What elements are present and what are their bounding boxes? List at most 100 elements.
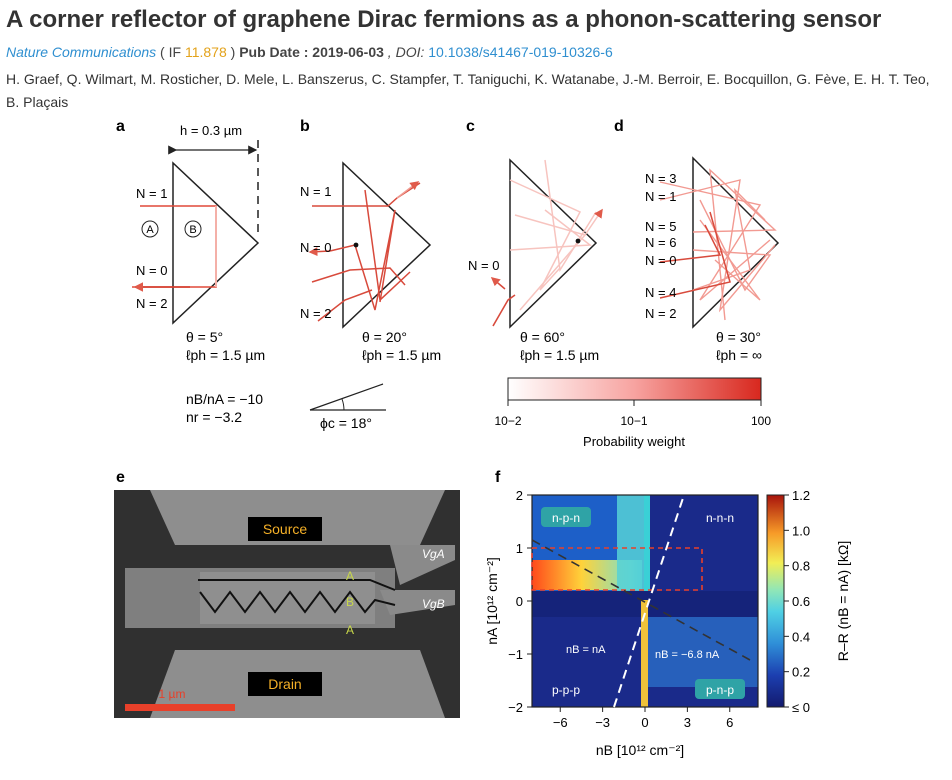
colorbar-ticks: 1.2 1.0 0.8 0.6 0.4 0.2 ≤ 0 bbox=[784, 488, 810, 715]
height-label: h = 0.3 µm bbox=[180, 123, 242, 138]
scale-bar bbox=[125, 704, 235, 711]
theta-label: θ = 60° bbox=[520, 329, 565, 345]
panel-b-label: b bbox=[300, 118, 310, 135]
critical-angle: ϕc = 18° bbox=[320, 415, 372, 431]
n-label: N = 1 bbox=[136, 186, 167, 201]
if-close: ) bbox=[226, 44, 240, 60]
n-label: N = 5 bbox=[645, 219, 676, 234]
colorbar-tick-label: 0.8 bbox=[792, 559, 810, 574]
n-label: N = 2 bbox=[645, 306, 676, 321]
y-tick-label: 2 bbox=[516, 488, 523, 503]
colorbar-tick-label: ≤ 0 bbox=[792, 700, 810, 715]
scale-bar-label: 1 µm bbox=[159, 687, 186, 701]
n-label: N = 6 bbox=[645, 235, 676, 250]
corner-reflector-b bbox=[342, 161, 432, 329]
colorbar-label: R–R (nB = nA) [kΩ] bbox=[835, 541, 851, 662]
y-tick-label: −2 bbox=[508, 700, 523, 715]
n-label: N = 2 bbox=[300, 306, 331, 321]
doi-label: , DOI: bbox=[383, 44, 429, 60]
line-label: nB = nA bbox=[566, 644, 606, 656]
gate-a-lead bbox=[390, 545, 455, 585]
n-label: N = 0 bbox=[468, 258, 499, 273]
theta-label: θ = 20° bbox=[362, 329, 407, 345]
author-list: H. Graef, Q. Wilmart, M. Rosticher, D. M… bbox=[6, 71, 930, 110]
trajectory-c-in bbox=[492, 294, 516, 327]
region-b-circle bbox=[184, 220, 202, 238]
angle-ray bbox=[309, 383, 384, 411]
probability-colorbar bbox=[507, 377, 762, 401]
axis-ticks: −6 −3 0 3 6 −2 −1 0 1 2 bbox=[508, 488, 733, 730]
n-label: N = 4 bbox=[645, 285, 676, 300]
panel-e: e Source Drain VgA VgB A B A 1 µm bbox=[114, 469, 460, 718]
x-axis-label: nB [10¹² cm⁻²] bbox=[596, 742, 684, 758]
drain-label-box bbox=[248, 672, 322, 696]
lph-label: ℓph = 1.5 µm bbox=[186, 347, 265, 363]
heatmap-cyan-strip bbox=[617, 495, 645, 591]
n-label: N = 3 bbox=[645, 171, 676, 186]
scattering-point-c bbox=[575, 238, 581, 244]
y-tick-label: −1 bbox=[508, 647, 523, 662]
y-tick-label: 0 bbox=[516, 594, 523, 609]
trajectory-b-out bbox=[396, 181, 420, 199]
panel-c-label: c bbox=[466, 118, 475, 135]
quadrant-box bbox=[541, 507, 591, 527]
pub-date: Pub Date : 2019-06-03 bbox=[239, 44, 384, 60]
colorbar-tick-label: 0.6 bbox=[792, 594, 810, 609]
refractive-index: nr = −3.2 bbox=[186, 409, 242, 425]
gate-b-voltage: VgB bbox=[422, 597, 445, 611]
source-label: Source bbox=[263, 521, 308, 537]
n-label: N = 0 bbox=[645, 253, 676, 268]
x-tick-label: −3 bbox=[595, 715, 610, 730]
colorbar-tick-label: 0.2 bbox=[792, 665, 810, 680]
x-tick-label: −6 bbox=[553, 715, 568, 730]
y-axis-label: nA [10¹² cm⁻²] bbox=[484, 557, 500, 645]
heatmap-resonance-upper bbox=[644, 495, 650, 591]
theta-label: θ = 30° bbox=[716, 329, 761, 345]
density-ratio: nB/nA = −10 bbox=[186, 391, 263, 407]
trajectory-b-in bbox=[308, 247, 331, 257]
panel-f: f n-p-n n-n-n p-p-p p-n-p nB = nA nB = −… bbox=[484, 469, 851, 758]
figure: a h = 0.3 µm A B N = 1 N = 0 N = 2 θ = 5… bbox=[114, 118, 851, 758]
n-label: N = 0 bbox=[136, 263, 167, 278]
article-title[interactable]: A corner reflector of graphene Dirac fer… bbox=[6, 6, 882, 33]
panel-a: a h = 0.3 µm A B N = 1 N = 0 N = 2 θ = 5… bbox=[116, 118, 265, 425]
doi-link[interactable]: 10.1038/s41467-019-10326-6 bbox=[428, 44, 613, 60]
n-label: N = 1 bbox=[645, 189, 676, 204]
journal-link[interactable]: Nature Communications bbox=[6, 44, 157, 60]
lph-label: ℓph = 1.5 µm bbox=[520, 347, 599, 363]
lph-label: ℓph = ∞ bbox=[716, 347, 762, 363]
theta-label: θ = 5° bbox=[186, 329, 223, 345]
zigzag-junction bbox=[199, 590, 396, 614]
line-label: nB = −6.8 nA bbox=[655, 649, 720, 661]
region-label: B bbox=[346, 595, 354, 609]
scattering-point-b bbox=[353, 242, 359, 248]
panel-d-label: d bbox=[614, 118, 624, 135]
colorbar-tick-label: 0.4 bbox=[792, 629, 810, 644]
corner-reflector-c bbox=[509, 158, 598, 329]
x-tick-label: 6 bbox=[726, 715, 733, 730]
line-nb-neg68-na bbox=[531, 539, 751, 661]
article-meta: Nature Communications ( IF 11.878 ) Pub … bbox=[6, 44, 613, 60]
angle-arc bbox=[341, 398, 345, 411]
trajectories-b bbox=[311, 182, 421, 322]
region-a-label: A bbox=[146, 224, 154, 236]
trajectory-c-out bbox=[584, 208, 603, 236]
x-tick-label: 0 bbox=[641, 715, 648, 730]
colorbar-tick: 10−2 bbox=[494, 414, 521, 428]
source-label-box bbox=[248, 517, 322, 541]
x-tick-label: 3 bbox=[684, 715, 691, 730]
trajectories-d-strong bbox=[659, 211, 731, 299]
gate-a-voltage: VgA bbox=[422, 547, 445, 561]
quadrant-label: p-n-p bbox=[706, 683, 734, 697]
quadrant-label: n-p-n bbox=[552, 511, 580, 525]
trajectories-d bbox=[659, 168, 777, 321]
y-tick-label: 1 bbox=[516, 541, 523, 556]
panel-a-label: a bbox=[116, 118, 125, 135]
n-label: N = 2 bbox=[136, 296, 167, 311]
region-label: A bbox=[346, 569, 354, 583]
line-nb-eq-na bbox=[613, 494, 685, 708]
trajectories-c bbox=[509, 159, 597, 311]
quadrant-label: n-n-n bbox=[706, 511, 734, 525]
lph-label: ℓph = 1.5 µm bbox=[362, 347, 441, 363]
resistance-colorbar bbox=[766, 494, 785, 708]
